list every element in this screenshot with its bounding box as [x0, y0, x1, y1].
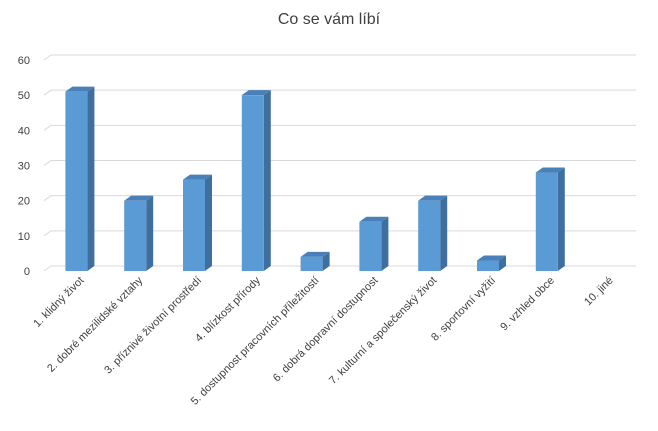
bar-top	[300, 251, 330, 257]
bar-top	[183, 174, 212, 180]
bar-front	[359, 221, 382, 271]
x-tick-label: 10. jiné	[582, 275, 616, 309]
y-tick-label: 60	[18, 55, 30, 67]
chart-title: Co se vám líbí	[278, 11, 381, 28]
bar-top	[418, 195, 448, 201]
bar-side	[205, 174, 212, 271]
gridline	[43, 160, 636, 166]
bar	[300, 251, 330, 271]
x-tick-label: 2. dobré mezilidské vztahy	[45, 274, 145, 374]
y-tick-label: 0	[24, 266, 30, 278]
bar-side	[499, 255, 506, 271]
gridline	[43, 54, 636, 61]
y-tick-label: 10	[18, 231, 30, 243]
bar-top	[65, 86, 95, 92]
bar	[535, 167, 565, 271]
bar-top	[535, 167, 565, 173]
bar	[359, 216, 389, 271]
x-tick-label: 1. klidný život	[31, 275, 86, 330]
bar-front	[477, 260, 499, 271]
bar-side	[87, 86, 95, 272]
x-tick-label: 6. dobrá dopravní dostupnost	[271, 275, 381, 385]
bar-side	[322, 251, 330, 271]
x-tick-label: 3. příznivé životní prostředí	[102, 275, 204, 377]
grid-layer	[43, 54, 636, 272]
gridline	[43, 89, 636, 96]
bar-side	[557, 167, 565, 271]
x-tick-label: 7. kulturní a společenský život	[327, 275, 439, 387]
x-tick-label: 9. vzhled obce	[498, 275, 557, 334]
y-tick-label: 40	[18, 125, 30, 137]
bar	[241, 90, 271, 272]
bar-top	[241, 90, 271, 96]
bar-front	[124, 200, 147, 271]
bar	[418, 195, 448, 271]
y-axis-ticks: 0 10 20 30 40 50 60	[18, 55, 30, 278]
y-tick-label: 30	[18, 161, 30, 173]
bar	[477, 255, 506, 271]
bar-front	[418, 200, 441, 271]
y-tick-label: 50	[18, 90, 30, 102]
bars-layer	[65, 86, 565, 272]
bar	[65, 86, 95, 272]
bar-side	[146, 195, 154, 271]
bar	[124, 195, 154, 271]
x-tick-label: 5. dostupnost pracovních příležitostí	[189, 275, 322, 408]
bar-front	[300, 256, 323, 271]
bar-side	[440, 195, 448, 271]
bar-side	[263, 90, 271, 272]
bar-front	[183, 179, 205, 271]
gridline	[43, 124, 636, 131]
bar-front	[241, 95, 264, 272]
bar	[183, 174, 212, 271]
bar-top	[124, 195, 154, 201]
bar-top	[359, 216, 389, 222]
bar-side	[381, 216, 389, 271]
bar-top	[477, 255, 506, 261]
bar-front	[535, 172, 558, 271]
x-tick-label: 8. sportovní vyžití	[429, 275, 498, 344]
y-tick-label: 20	[18, 196, 30, 208]
bar-front	[65, 91, 88, 272]
